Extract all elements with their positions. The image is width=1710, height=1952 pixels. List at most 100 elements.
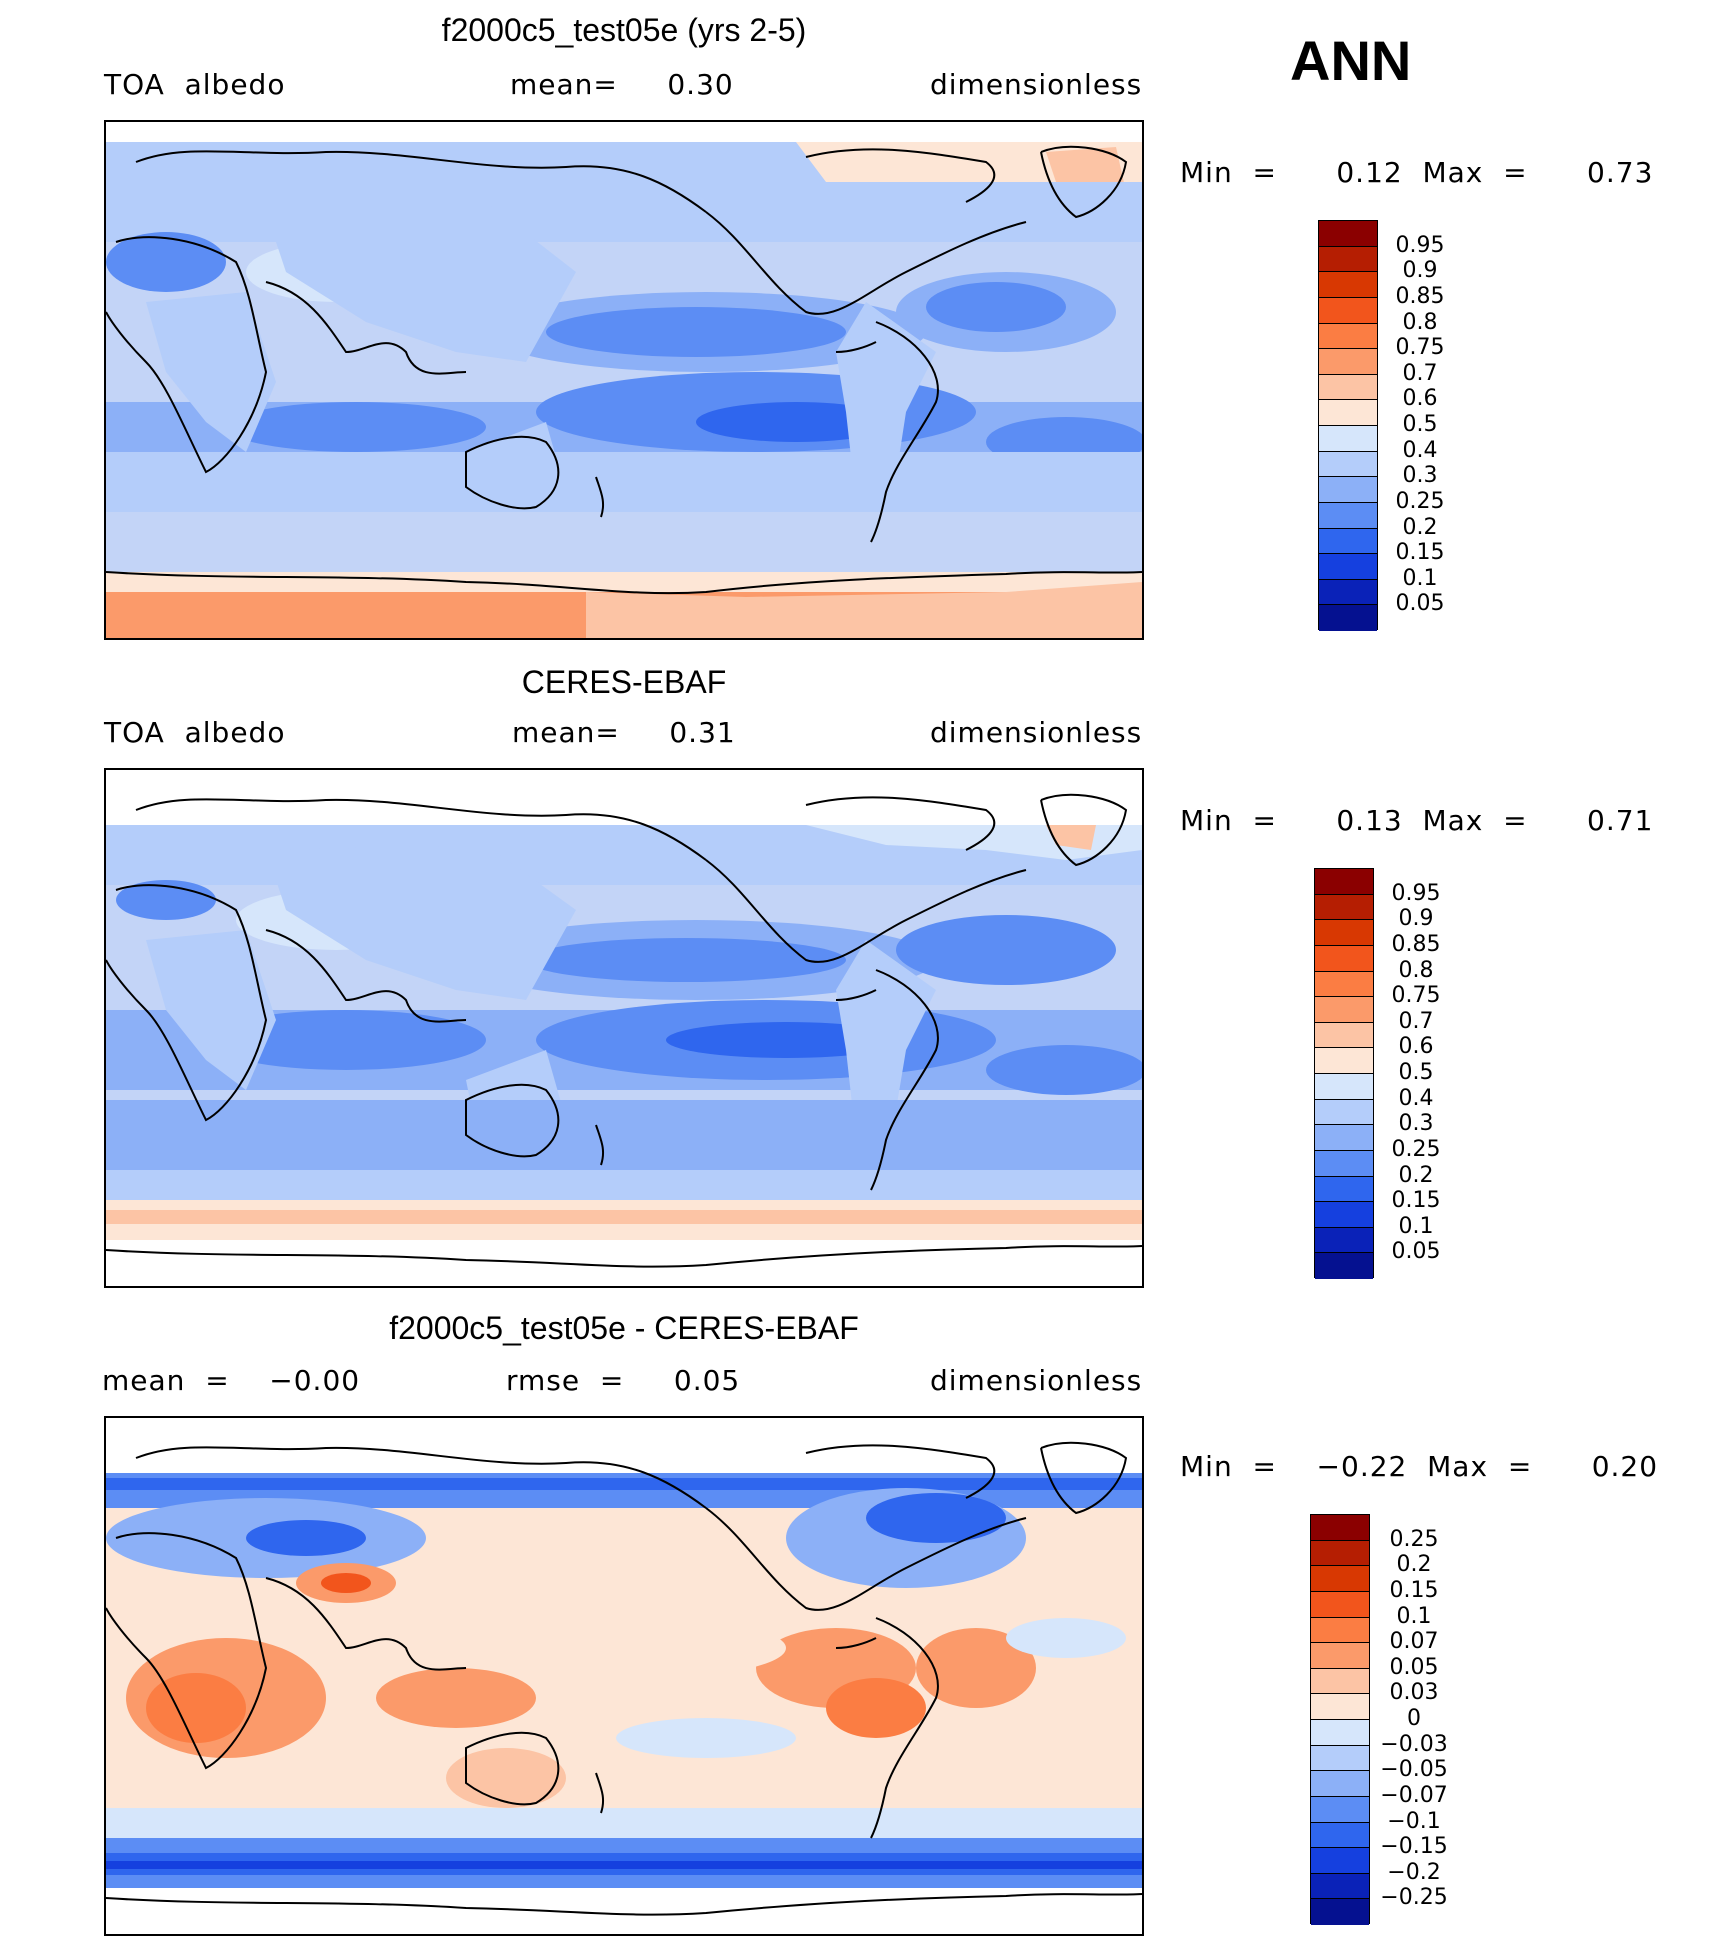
colorbar-swatch (1319, 528, 1377, 555)
panel-2-title: CERES-EBAF (521, 664, 727, 700)
colorbar-swatch (1311, 1643, 1369, 1669)
colorbar-tick-label: 0.9 (1402, 258, 1438, 284)
colorbar-tick-label: 0.75 (1391, 983, 1441, 1009)
colorbar-swatch (1315, 971, 1373, 998)
colorbar-swatch (1311, 1822, 1369, 1849)
colorbar-swatch (1319, 451, 1377, 478)
panel-1-map (104, 120, 1144, 640)
colorbar-swatch (1315, 1099, 1373, 1126)
colorbar-swatch (1319, 502, 1377, 529)
colorbar-tick-label: 0.8 (1402, 309, 1438, 335)
colorbar-swatch (1311, 1899, 1369, 1925)
colorbar-swatch (1311, 1796, 1369, 1823)
panel-2-units-label: dimensionless (930, 716, 1143, 749)
colorbar-tick-label: 0.05 (1389, 1654, 1439, 1680)
panel-1-minmax: Min = 0.12 Max = 0.73 (1180, 156, 1654, 189)
colorbar-swatch (1319, 246, 1377, 273)
colorbar-swatch (1311, 1848, 1369, 1874)
colorbar-swatch (1315, 1125, 1373, 1151)
panel-1-colorbar (1318, 220, 1378, 631)
colorbar-tick-label: −0.03 (1380, 1731, 1448, 1757)
colorbar-tick-label: 0.25 (1389, 1526, 1439, 1552)
colorbar-tick-label: −0.1 (1387, 1808, 1441, 1834)
panel-1-variable-label: TOA albedo (104, 68, 286, 101)
colorbar-swatch (1315, 1048, 1373, 1074)
colorbar-tick-label: 0.4 (1398, 1085, 1434, 1111)
panel-3-rmse-label: rmse = 0.05 (506, 1364, 741, 1397)
colorbar-swatch (1319, 579, 1377, 606)
colorbar-swatch (1311, 1745, 1369, 1772)
colorbar-tick-label: 0.8 (1398, 957, 1434, 983)
panel-1-title: f2000c5_test05e (yrs 2-5) (441, 12, 807, 48)
colorbar-swatch (1319, 221, 1377, 247)
colorbar-tick-label: 0.85 (1395, 283, 1445, 309)
colorbar-swatch (1319, 605, 1377, 631)
colorbar-swatch (1319, 374, 1377, 401)
colorbar-swatch (1311, 1540, 1369, 1567)
colorbar-tick-label: 0.1 (1396, 1603, 1432, 1629)
colorbar-tick-label: 0.03 (1389, 1680, 1439, 1706)
colorbar-swatch (1311, 1873, 1369, 1900)
colorbar-swatch (1311, 1668, 1369, 1695)
colorbar-tick-label: −0.25 (1380, 1885, 1448, 1911)
colorbar-tick-label: 0.25 (1391, 1136, 1441, 1162)
panel-3-mean-label: mean = −0.00 (102, 1364, 361, 1397)
colorbar-swatch (1315, 920, 1373, 946)
colorbar-swatch (1315, 1227, 1373, 1254)
colorbar-tick-label: 0.15 (1395, 540, 1445, 566)
panel-2-variable-label: TOA albedo (104, 716, 286, 749)
colorbar-swatch (1315, 945, 1373, 972)
colorbar-swatch (1315, 1074, 1373, 1100)
colorbar-tick-label: −0.2 (1387, 1859, 1441, 1885)
colorbar-swatch (1315, 894, 1373, 921)
colorbar-swatch (1315, 1022, 1373, 1049)
colorbar-tick-label: 0.4 (1402, 437, 1438, 463)
panel-3-minmax: Min = −0.22 Max = 0.20 (1180, 1450, 1659, 1483)
colorbar-swatch (1311, 1591, 1369, 1618)
colorbar-tick-label: 0 (1407, 1706, 1421, 1731)
colorbar-swatch (1311, 1694, 1369, 1720)
colorbar-tick-label: 0.2 (1398, 1162, 1434, 1188)
colorbar-swatch (1311, 1566, 1369, 1592)
colorbar-tick-label: 0.15 (1391, 1188, 1441, 1214)
colorbar-tick-label: 0.6 (1402, 386, 1438, 412)
colorbar-swatch (1315, 997, 1373, 1023)
colorbar-swatch (1315, 869, 1373, 895)
colorbar-tick-label: 0.15 (1389, 1577, 1439, 1603)
colorbar-tick-label: 0.2 (1402, 514, 1438, 540)
colorbar-swatch (1315, 1202, 1373, 1228)
colorbar-tick-label: 0.2 (1396, 1552, 1432, 1578)
panel-3-colorbar (1310, 1514, 1370, 1925)
colorbar-tick-label: −0.07 (1380, 1782, 1448, 1808)
colorbar-tick-label: 0.95 (1391, 880, 1441, 906)
panel-3-colorbar-ticks: 0.25 0.2 0.15 0.1 0.07 0.05 0.03 0 −0.03 −0.05 −0.… (1374, 1514, 1464, 1924)
panel-2-colorbar-ticks: 0.95 0.9 0.85 0.8 0.75 0.7 0.6 0.5 0.4 0.3 0.25 0.2… (1376, 868, 1466, 1278)
panel-1-units-label: dimensionless (930, 68, 1143, 101)
panel-2-minmax: Min = 0.13 Max = 0.71 (1180, 804, 1654, 837)
colorbar-tick-label: 0.7 (1402, 360, 1438, 386)
colorbar-swatch (1319, 554, 1377, 580)
panel-2-colorbar (1314, 868, 1374, 1279)
colorbar-tick-label: 0.85 (1391, 931, 1441, 957)
colorbar-tick-label: 0.5 (1402, 412, 1438, 437)
colorbar-swatch (1319, 400, 1377, 426)
panel-2-mean-label: mean= 0.31 (512, 716, 736, 749)
colorbar-swatch (1319, 323, 1377, 350)
colorbar-swatch (1319, 477, 1377, 503)
panel-3-title: f2000c5_test05e - CERES-EBAF (389, 1310, 859, 1346)
colorbar-tick-label: 0.1 (1398, 1213, 1434, 1239)
panel-3-units-label: dimensionless (930, 1364, 1143, 1397)
colorbar-swatch (1315, 1150, 1373, 1177)
panel-2-map (104, 768, 1144, 1288)
colorbar-swatch (1311, 1771, 1369, 1797)
colorbar-tick-label: 0.6 (1398, 1034, 1434, 1060)
colorbar-swatch (1319, 272, 1377, 298)
colorbar-swatch (1319, 349, 1377, 375)
colorbar-swatch (1311, 1720, 1369, 1746)
colorbar-tick-label: 0.5 (1398, 1060, 1434, 1085)
panel-1-colorbar-ticks: 0.95 0.9 0.85 0.8 0.75 0.7 0.6 0.5 0.4 0.3 0.25 0.2… (1380, 220, 1470, 630)
season-label: ANN (1290, 29, 1412, 92)
colorbar-swatch (1319, 426, 1377, 452)
colorbar-tick-label: 0.75 (1395, 335, 1445, 361)
colorbar-swatch (1315, 1253, 1373, 1279)
